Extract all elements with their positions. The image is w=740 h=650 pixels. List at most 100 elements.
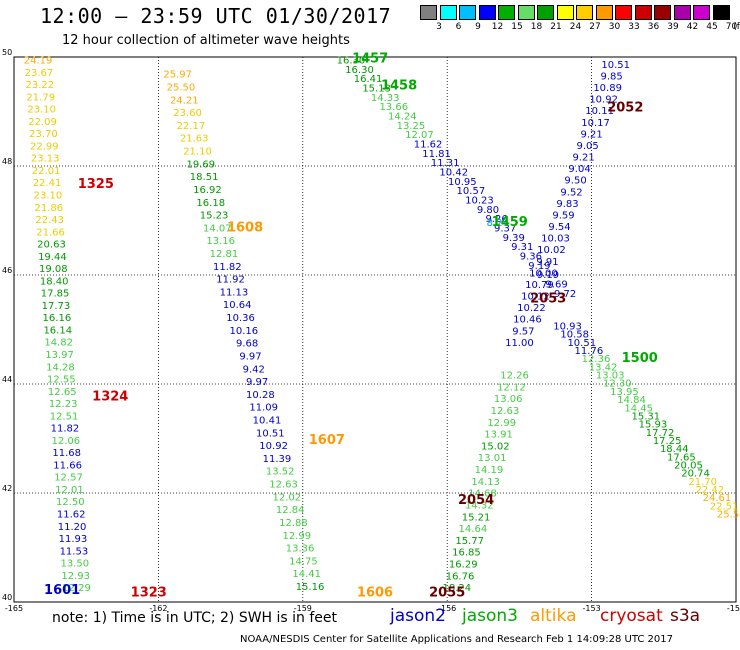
wave-height-label: 9.97: [246, 377, 268, 388]
wave-height-label: 10.92: [589, 95, 618, 106]
wave-height-label: 10.51: [256, 428, 285, 439]
satellite-legend-cryosat: cryosat: [600, 606, 663, 626]
wave-height-label: 16.14: [43, 325, 72, 336]
colorbar-label: 70: [725, 22, 738, 32]
wave-height-label: 25.50: [167, 83, 196, 94]
wave-height-label: 13.91: [484, 430, 513, 441]
wave-height-label: 9.26: [485, 214, 507, 225]
wave-height-label: 21.63: [180, 134, 209, 145]
wave-height-label: 24.21: [170, 95, 199, 106]
wave-height-label: 13.95: [610, 387, 639, 398]
wave-height-label: 17.25: [653, 436, 682, 447]
wave-height-label: 14.82: [44, 338, 73, 349]
wave-height-label: 9.59: [552, 210, 574, 221]
wave-height-label: 9.19: [537, 270, 559, 281]
wave-height-label: 21.70: [688, 477, 717, 488]
wave-height-label: 16.41: [354, 74, 383, 85]
wave-height-label: 22.09: [28, 117, 57, 128]
wave-height-label: 9.52: [560, 187, 582, 198]
pass-number-label: 1459: [492, 215, 528, 230]
wave-height-label: 23.70: [29, 129, 58, 140]
wave-height-label: 9.05: [576, 141, 598, 152]
x-tick-label: -162: [149, 604, 167, 613]
colorbar-swatch: [634, 5, 652, 20]
wave-height-label: 10.12: [521, 292, 550, 303]
wave-height-label: 23.10: [34, 190, 63, 201]
wave-height-label: 13.25: [397, 121, 426, 132]
wave-height-label: 21.66: [36, 227, 65, 238]
wave-height-label: 14.33: [371, 93, 400, 104]
page-title: 12:00 – 23:59 UTC 01/30/2017: [40, 4, 392, 28]
satellite-legend-jason3: jason3: [462, 606, 518, 626]
colorbar-swatch: [537, 5, 554, 20]
pass-number-label: 2053: [530, 291, 566, 306]
wave-height-label: 16.76: [446, 571, 475, 582]
wave-height-label: 12.51: [50, 411, 79, 422]
colorbar-swatch: [420, 5, 437, 20]
wave-height-label: 15.23: [200, 211, 229, 222]
wave-height-label: 9.04: [568, 164, 590, 175]
colorbar-swatch: [654, 5, 671, 20]
wave-height-label: 9.54: [548, 222, 570, 233]
pass-number-label: 1608: [227, 220, 263, 235]
wave-height-label: 23.13: [31, 154, 60, 165]
wave-height-label: 10.41: [253, 416, 282, 427]
colorbar-swatch: [556, 5, 574, 20]
wave-height-label: 12.81: [210, 249, 239, 260]
wave-height-label: 15.31: [631, 411, 660, 422]
wave-height-label: 10.46: [513, 315, 542, 326]
wave-height-label: 16.30: [337, 56, 366, 67]
wave-height-label: 13.50: [60, 559, 89, 570]
wave-height-label: 23.10: [27, 105, 56, 116]
wave-height-label: 10.42: [439, 168, 468, 179]
x-tick-label: -165: [5, 604, 23, 613]
wave-height-label: 14.68: [468, 489, 497, 500]
wave-height-label: 10.22: [517, 303, 546, 314]
wave-height-label: 18.51: [190, 172, 219, 183]
wave-height-label: 14.07: [203, 223, 232, 234]
wave-height-label: 13.97: [45, 350, 74, 361]
wave-height-label: 12.63: [269, 480, 298, 491]
colorbar-swatch: [615, 5, 632, 20]
wave-height-label: 11.66: [53, 460, 82, 471]
wave-height-label: 15.16: [296, 582, 325, 593]
wave-height-label: 14.84: [617, 395, 646, 406]
footer-note: note: 1) Time is in UTC; 2) SWH is in fe…: [52, 610, 338, 626]
wave-height-label: 14.64: [459, 524, 488, 535]
wave-height-label: 15.77: [455, 536, 484, 547]
wave-height-label: 14.75: [289, 556, 318, 567]
wave-height-label: 10.64: [223, 300, 252, 311]
wave-height-label: 16.85: [452, 548, 481, 559]
colorbar-label: 45: [706, 22, 718, 32]
colorbar-label: 12: [491, 22, 504, 32]
colorbar-swatch: [478, 5, 496, 20]
wave-height-label: 10.02: [537, 245, 566, 256]
wave-height-label: 13.06: [494, 394, 523, 405]
x-tick-label: -159: [294, 604, 312, 613]
colorbar-label: 36: [647, 22, 660, 32]
pass-number-label: 1458: [381, 79, 417, 94]
wave-height-label: 10.16: [230, 326, 259, 337]
wave-height-label: 14.32: [465, 500, 494, 511]
wave-height-label: 10.93: [553, 322, 582, 333]
wave-height-label: 12.23: [49, 399, 78, 410]
colorbar-label: 18: [530, 22, 543, 32]
wave-height-label: 10.51: [567, 338, 596, 349]
wave-height-label: 11.82: [213, 262, 242, 273]
wave-height-label: 9.50: [564, 176, 586, 187]
wave-height-label: 22.17: [177, 121, 206, 132]
colorbar-label: 30: [608, 22, 621, 32]
wave-height-label: 14.24: [388, 112, 417, 123]
wave-height-label: 22.41: [33, 178, 62, 189]
wave-height-label: 14.19: [475, 465, 504, 476]
wave-height-label: 11.62: [414, 140, 443, 151]
wave-height-label: 20.05: [674, 460, 703, 471]
wave-height-label: 9.36: [520, 251, 542, 262]
wave-height-label: 15.02: [481, 441, 510, 452]
wave-height-label: 20.74: [681, 469, 710, 480]
colorbar-label: 33: [628, 22, 640, 32]
wave-height-label: 12.88: [279, 518, 308, 529]
wave-height-label: 22.99: [30, 141, 59, 152]
wave-height-label: 10.03: [541, 234, 570, 245]
